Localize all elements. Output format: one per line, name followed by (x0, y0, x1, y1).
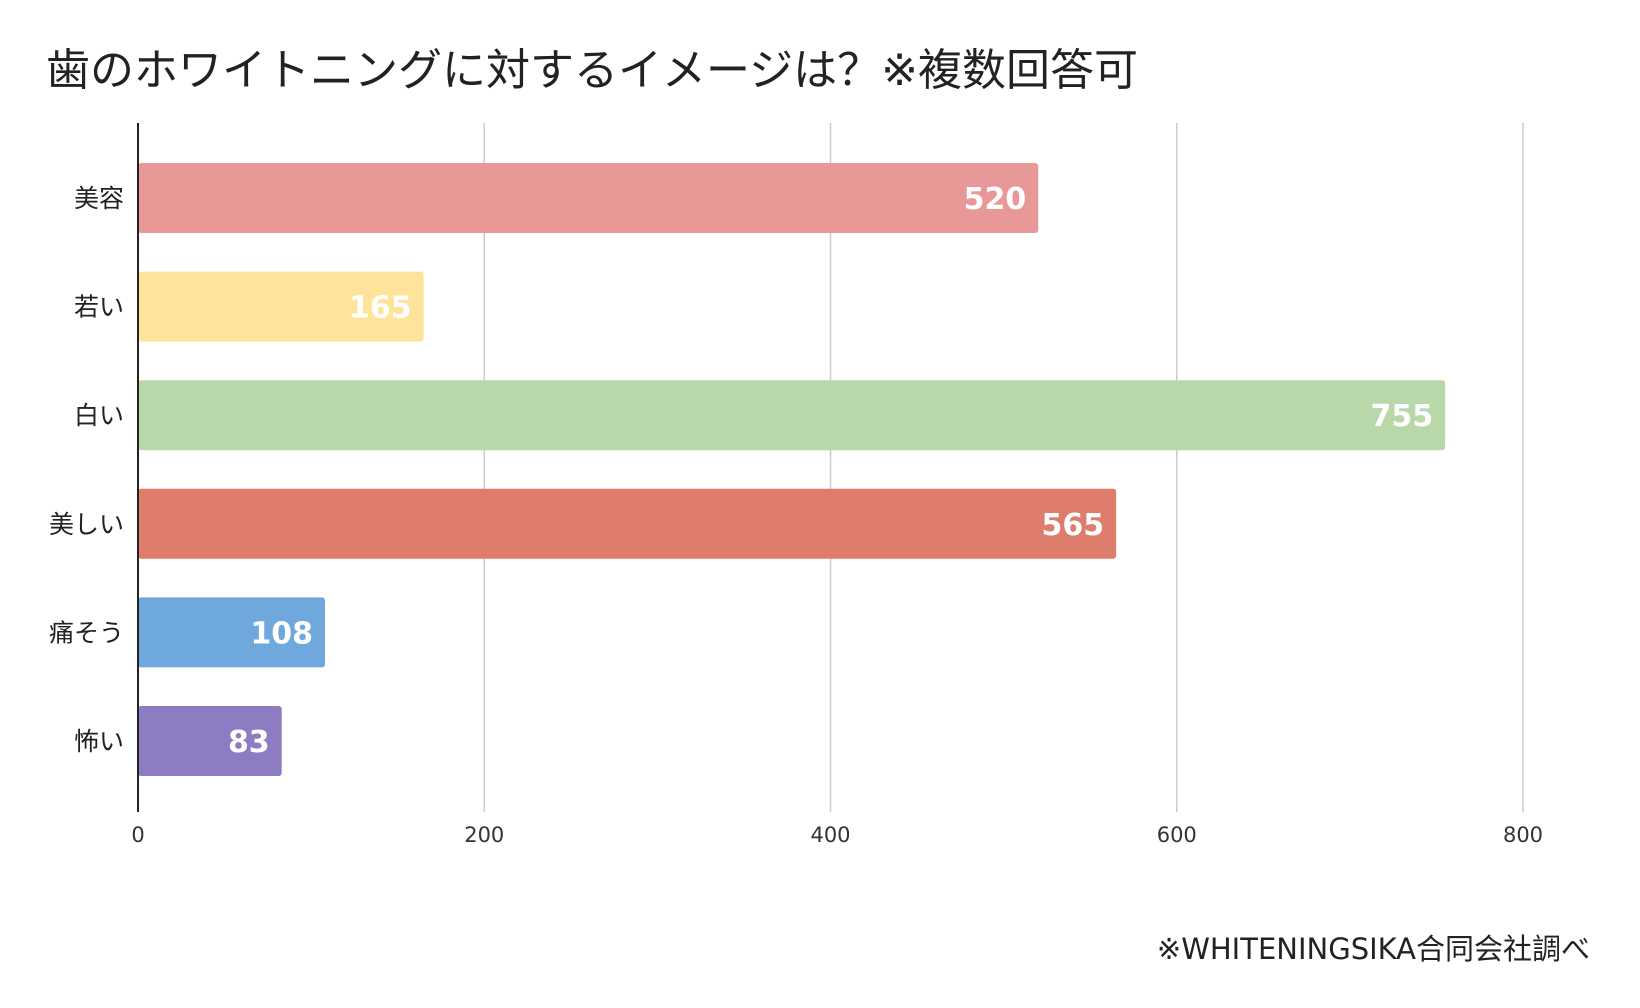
category-label: 怖い (74, 727, 124, 756)
category-label: 美容 (74, 184, 124, 213)
bar-2 (138, 271, 424, 342)
grid-lines (483, 123, 1524, 812)
bar-3 (138, 380, 1446, 451)
data-label: 165 (349, 291, 412, 326)
bar-4 (138, 488, 1117, 559)
data-label: 108 (250, 616, 313, 651)
category-label: 若い (74, 293, 124, 322)
x-tick-label: 800 (1503, 823, 1543, 847)
data-label: 755 (1370, 399, 1433, 434)
x-tick-label: 600 (1157, 823, 1197, 847)
x-tick-label: 200 (464, 823, 504, 847)
x-tick-label: 400 (810, 823, 850, 847)
data-label: 520 (964, 182, 1027, 217)
category-label: 痛そう (49, 618, 124, 647)
data-label: 565 (1042, 508, 1105, 543)
x-tick-label: 0 (131, 823, 144, 847)
source-note: ※WHITENINGSIKA合同会社調べ (1156, 932, 1590, 966)
bar-5 (138, 597, 325, 668)
category-label: 白い (74, 401, 124, 430)
bar-1 (138, 163, 1039, 233)
bar-6 (138, 706, 282, 776)
bars: 520 165 755 565 108 83 (138, 163, 1446, 776)
chart-title: 歯のホワイトニングに対するイメージは？※複数回答可 (46, 45, 1138, 96)
category-label: 美しい (49, 510, 124, 539)
data-label: 83 (228, 725, 270, 760)
